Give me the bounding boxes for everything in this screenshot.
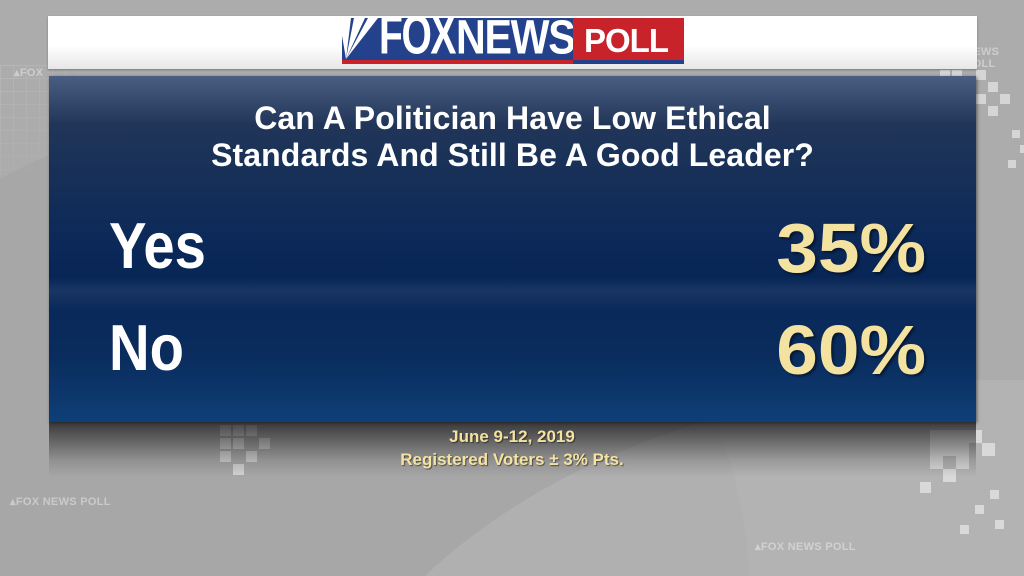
svg-text:POLL: POLL: [584, 22, 669, 59]
svg-text:FOX: FOX: [379, 18, 456, 60]
svg-text:NEWS: NEWS: [456, 18, 573, 60]
